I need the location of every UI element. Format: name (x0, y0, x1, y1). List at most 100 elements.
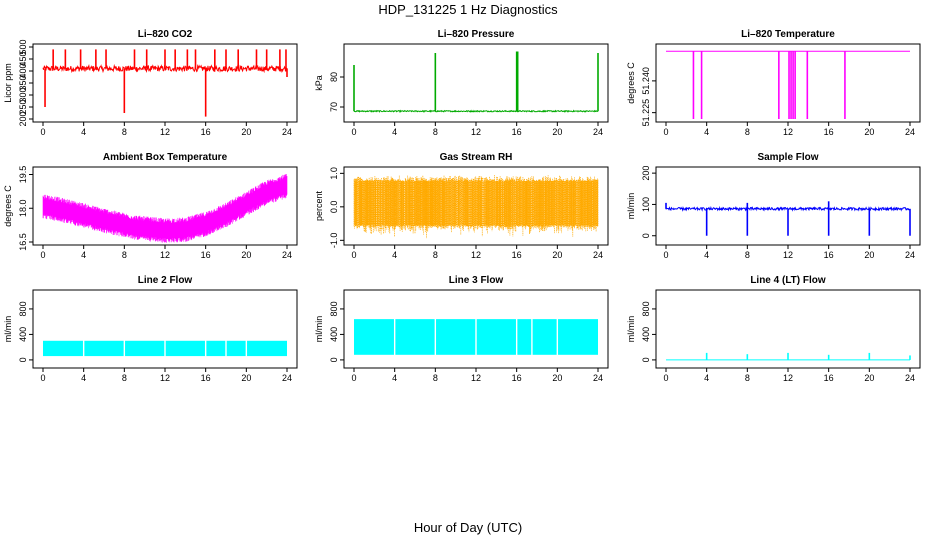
y-tick-label: 350 (18, 75, 28, 90)
series-7 (43, 339, 287, 358)
y-axis-label: percent (314, 190, 324, 221)
y-tick-label: 800 (18, 301, 28, 316)
x-tick-label: 24 (593, 373, 603, 383)
x-tick-label: 16 (824, 250, 834, 260)
y-tick-label: 0 (641, 357, 651, 362)
y-tick-label: 16.5 (18, 233, 28, 251)
y-tick-label: 0 (329, 357, 339, 362)
panel-title: Line 4 (LT) Flow (750, 275, 826, 286)
figure-xlabel: Hour of Day (UTC) (414, 520, 522, 535)
x-tick-label: 24 (593, 250, 603, 260)
x-tick-label: 4 (392, 373, 397, 383)
x-tick-label: 24 (282, 373, 292, 383)
y-tick-label: 400 (641, 327, 651, 342)
x-tick-label: 12 (471, 250, 481, 260)
y-axis-label: ml/min (626, 193, 636, 220)
x-tick-label: 0 (351, 250, 356, 260)
y-tick-label: 800 (641, 301, 651, 316)
x-tick-label: 12 (160, 127, 170, 137)
x-tick-label: 20 (241, 373, 251, 383)
x-tick-label: 16 (512, 127, 522, 137)
x-tick-label: 8 (433, 373, 438, 383)
x-tick-label: 12 (783, 373, 793, 383)
panel-title: Li–820 Temperature (741, 29, 835, 40)
series-band (42, 174, 288, 243)
panel-6: Sample Flow 0 4 8 12 16 20 24 0 100 200 ml/min (626, 152, 921, 260)
x-tick-label: 20 (552, 127, 562, 137)
y-tick-label: 70 (329, 102, 339, 112)
x-tick-label: 24 (905, 250, 915, 260)
series-line (353, 109, 599, 114)
x-tick-label: 8 (745, 250, 750, 260)
y-axis-label: Licor ppm (3, 63, 13, 103)
y-tick-label: 400 (18, 63, 28, 78)
y-axis-label: ml/min (626, 316, 636, 343)
y-tick-label: 51.225 (641, 99, 651, 127)
x-tick-label: 20 (864, 127, 874, 137)
x-tick-label: 20 (552, 373, 562, 383)
y-tick-label: 100 (641, 197, 651, 212)
panel-9: Line 4 (LT) Flow 0 4 8 12 16 20 24 0 400 800 ml/min (626, 275, 921, 383)
x-tick-label: 0 (663, 250, 668, 260)
x-tick-label: 16 (824, 127, 834, 137)
y-tick-label: 80 (329, 72, 339, 82)
panel-4: Ambient Box Temperature 0 4 8 12 16 20 24 16.5 18… (3, 152, 298, 260)
x-tick-label: 0 (351, 373, 356, 383)
series-band (353, 175, 599, 239)
series-6 (665, 201, 911, 236)
x-tick-label: 16 (512, 250, 522, 260)
y-axis-label: kPa (314, 75, 324, 91)
y-axis-label: ml/min (3, 316, 13, 343)
panel-8: Line 3 Flow 0 4 8 12 16 20 24 0 400 800 ml/min (314, 275, 609, 383)
x-tick-label: 0 (663, 127, 668, 137)
x-tick-label: 16 (512, 373, 522, 383)
figure-title: HDP_131225 1 Hz Diagnostics (378, 2, 558, 17)
panel-5: Gas Stream RH 0 4 8 12 16 20 24 -1.0 0.0 1.0 percen… (314, 152, 609, 260)
x-tick-label: 8 (122, 127, 127, 137)
y-axis-label: ml/min (314, 316, 324, 343)
x-tick-label: 12 (471, 373, 481, 383)
x-tick-label: 24 (282, 127, 292, 137)
y-tick-label: 400 (329, 327, 339, 342)
panel-1: Li–820 CO2 0 4 8 12 16 20 24 2002503003504004505… (3, 29, 298, 137)
x-tick-label: 4 (81, 127, 86, 137)
x-tick-label: 16 (201, 250, 211, 260)
y-tick-label: 450 (18, 51, 28, 66)
panel-title: Line 2 Flow (138, 275, 193, 286)
x-tick-label: 20 (241, 250, 251, 260)
x-tick-label: 0 (40, 250, 45, 260)
x-tick-label: 20 (241, 127, 251, 137)
x-tick-label: 12 (160, 373, 170, 383)
x-tick-label: 4 (704, 373, 709, 383)
x-tick-label: 8 (122, 250, 127, 260)
panel-title: Li–820 CO2 (138, 29, 193, 40)
x-tick-label: 12 (783, 250, 793, 260)
x-tick-label: 16 (201, 373, 211, 383)
series-2 (353, 51, 599, 114)
x-tick-label: 4 (81, 250, 86, 260)
panel-title: Sample Flow (757, 152, 818, 163)
plot-frame (655, 43, 921, 123)
series-1 (42, 49, 288, 117)
panel-title: Li–820 Pressure (438, 29, 515, 40)
x-tick-label: 12 (783, 127, 793, 137)
x-tick-label: 20 (552, 250, 562, 260)
x-tick-label: 20 (864, 250, 874, 260)
x-tick-label: 4 (392, 250, 397, 260)
y-tick-label: 0 (18, 357, 28, 362)
x-tick-label: 12 (160, 250, 170, 260)
y-tick-label: 500 (18, 39, 28, 54)
y-axis-label: degrees C (3, 185, 13, 227)
y-tick-label: 800 (329, 301, 339, 316)
x-tick-label: 4 (704, 250, 709, 260)
x-tick-label: 12 (471, 127, 481, 137)
x-tick-label: 0 (40, 127, 45, 137)
y-tick-label: 1.0 (329, 167, 339, 180)
x-tick-label: 24 (905, 127, 915, 137)
x-tick-label: 8 (745, 373, 750, 383)
x-tick-label: 4 (81, 373, 86, 383)
series-8 (354, 318, 598, 356)
panel-7: Line 2 Flow 0 4 8 12 16 20 24 0 400 800 ml/min (3, 275, 298, 383)
x-tick-label: 0 (351, 127, 356, 137)
